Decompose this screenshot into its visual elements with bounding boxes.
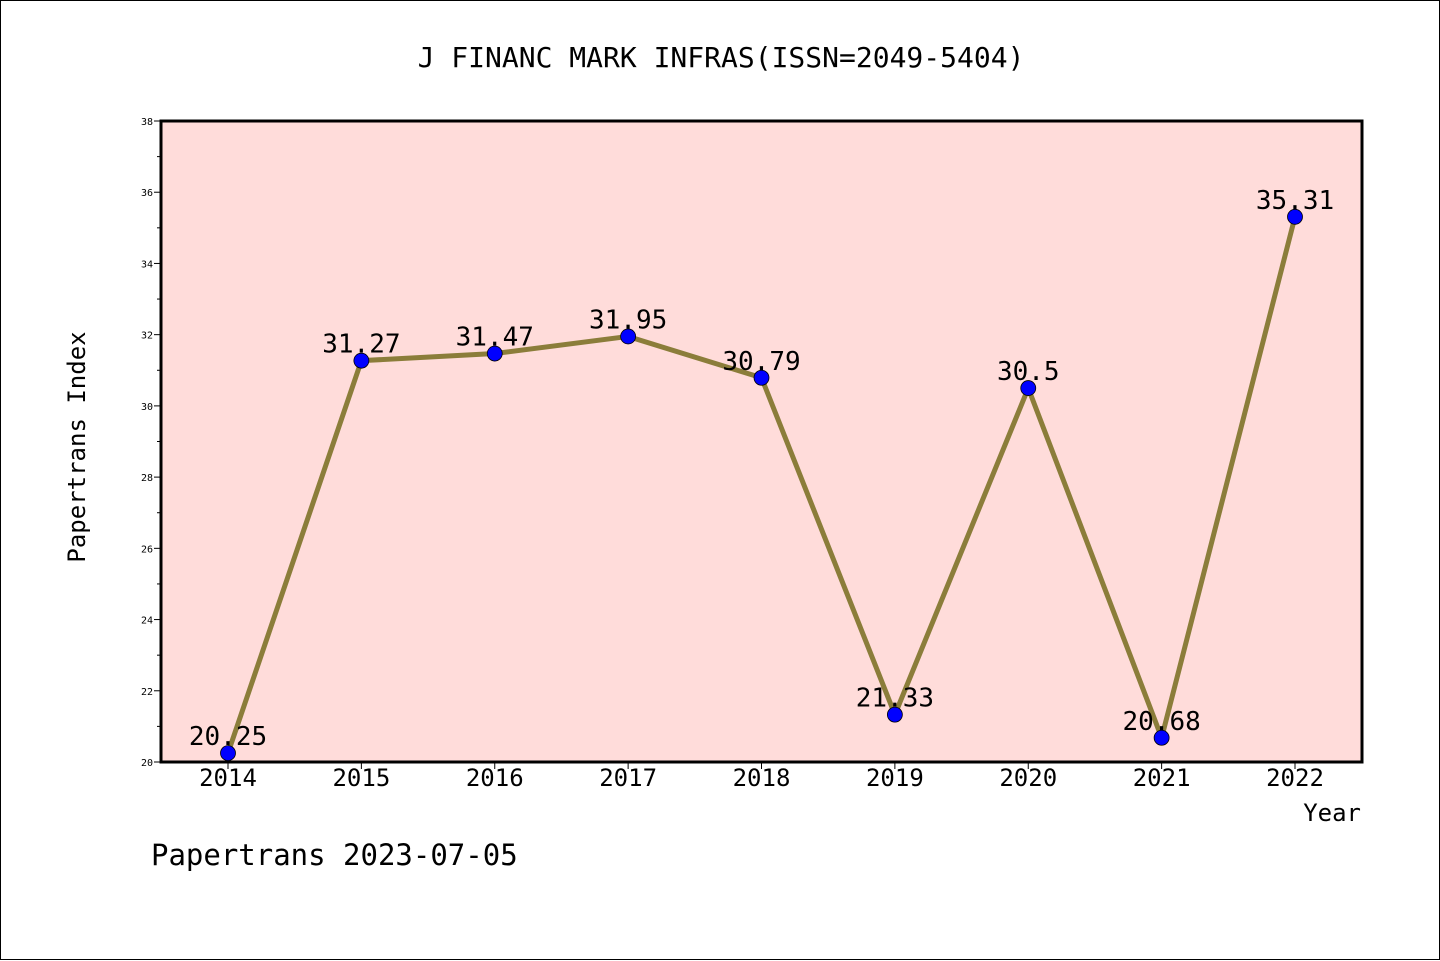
y-tick-label: 26 bbox=[141, 544, 153, 555]
x-tick-label: 2018 bbox=[733, 764, 791, 792]
data-label: 31.27 bbox=[322, 330, 400, 360]
x-tick-label: 2015 bbox=[332, 764, 390, 792]
data-point bbox=[1287, 208, 1303, 225]
data-label: 31.95 bbox=[589, 305, 667, 335]
y-tick-label: 30 bbox=[141, 402, 153, 413]
x-tick-label: 2021 bbox=[1133, 764, 1191, 792]
y-tick-label: 38 bbox=[141, 117, 153, 128]
data-label: 20.25 bbox=[189, 722, 267, 752]
data-point bbox=[753, 369, 770, 386]
data-label: 35.31 bbox=[1256, 186, 1334, 216]
x-tick-label: 2017 bbox=[599, 764, 657, 792]
data-label: 31.47 bbox=[456, 323, 534, 353]
x-tick-label: 2022 bbox=[1266, 764, 1324, 792]
footer-credit: Papertrans 2023-07-05 bbox=[151, 838, 518, 872]
y-tick-label: 32 bbox=[141, 331, 153, 342]
data-point bbox=[620, 328, 637, 345]
data-labels: 20.25 31.27 31.47 31.95 30.79 21.33 30.5 20.68 3… bbox=[189, 186, 1334, 752]
data-label: 30.5 bbox=[997, 357, 1060, 387]
y-axis-label: Papertrans Index bbox=[63, 331, 91, 562]
y-tick-label: 24 bbox=[141, 616, 153, 627]
y-tick-label: 28 bbox=[141, 473, 153, 484]
x-tick-label: 2016 bbox=[466, 764, 524, 792]
x-axis: 2014 2015 2016 2017 2018 2019 2020 2021 2022 bbox=[199, 762, 1324, 792]
data-point bbox=[486, 345, 503, 362]
plot-area bbox=[161, 121, 1362, 762]
data-label: 30.79 bbox=[722, 347, 800, 377]
data-point bbox=[1153, 729, 1170, 746]
data-label: 20.68 bbox=[1122, 707, 1200, 737]
y-tick-label: 22 bbox=[141, 687, 153, 698]
data-point bbox=[886, 706, 903, 723]
y-tick-label: 20 bbox=[141, 758, 153, 769]
plot-border bbox=[159, 119, 1364, 764]
x-axis-label: Year bbox=[1303, 799, 1361, 827]
data-label: 21.33 bbox=[856, 684, 934, 714]
data-point bbox=[353, 352, 370, 369]
y-tick-label: 36 bbox=[141, 188, 153, 199]
y-tick-label: 34 bbox=[141, 259, 153, 270]
x-tick-label: 2014 bbox=[199, 764, 257, 792]
data-point bbox=[1020, 380, 1037, 396]
y-axis: 20 22 24 26 28 30 32 34 36 38 bbox=[141, 117, 161, 769]
x-tick-label: 2019 bbox=[866, 764, 924, 792]
chart-title: J FINANC MARK INFRAS(ISSN=2049-5404) bbox=[418, 41, 1025, 74]
series-layer bbox=[220, 208, 1303, 761]
x-tick-label: 2020 bbox=[999, 764, 1057, 792]
